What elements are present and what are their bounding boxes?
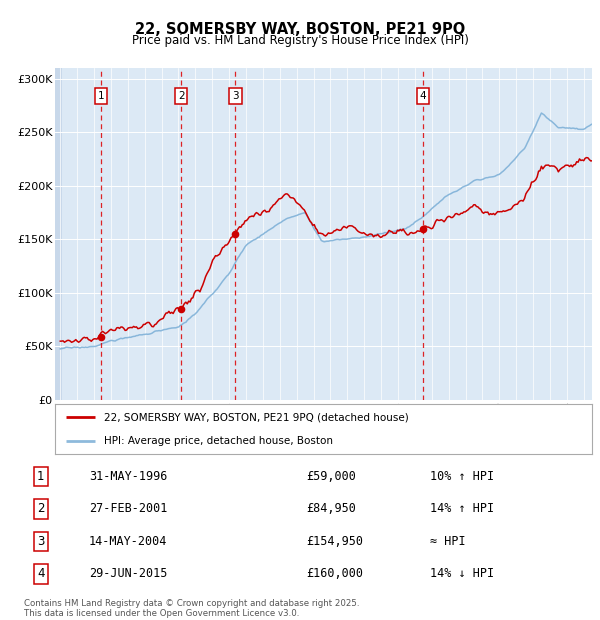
Text: £59,000: £59,000 bbox=[306, 470, 356, 483]
Text: 31-MAY-1996: 31-MAY-1996 bbox=[89, 470, 167, 483]
Text: 14% ↑ HPI: 14% ↑ HPI bbox=[430, 502, 494, 515]
Text: 10% ↑ HPI: 10% ↑ HPI bbox=[430, 470, 494, 483]
Text: 14-MAY-2004: 14-MAY-2004 bbox=[89, 535, 167, 548]
Text: 22, SOMERSBY WAY, BOSTON, PE21 9PQ: 22, SOMERSBY WAY, BOSTON, PE21 9PQ bbox=[135, 22, 465, 37]
Text: 2: 2 bbox=[178, 91, 184, 102]
Text: £154,950: £154,950 bbox=[306, 535, 363, 548]
Text: 3: 3 bbox=[232, 91, 239, 102]
Text: 1: 1 bbox=[98, 91, 104, 102]
Text: Price paid vs. HM Land Registry's House Price Index (HPI): Price paid vs. HM Land Registry's House … bbox=[131, 34, 469, 47]
Text: 3: 3 bbox=[37, 535, 44, 548]
Text: 4: 4 bbox=[37, 567, 44, 580]
Text: £160,000: £160,000 bbox=[306, 567, 363, 580]
Bar bbox=[55, 68, 62, 400]
Text: ≈ HPI: ≈ HPI bbox=[430, 535, 466, 548]
Text: 29-JUN-2015: 29-JUN-2015 bbox=[89, 567, 167, 580]
Text: Contains HM Land Registry data © Crown copyright and database right 2025.
This d: Contains HM Land Registry data © Crown c… bbox=[24, 599, 359, 618]
Text: 27-FEB-2001: 27-FEB-2001 bbox=[89, 502, 167, 515]
Text: 1: 1 bbox=[37, 470, 44, 483]
Text: HPI: Average price, detached house, Boston: HPI: Average price, detached house, Bost… bbox=[104, 436, 332, 446]
Text: 2: 2 bbox=[37, 502, 44, 515]
Text: 22, SOMERSBY WAY, BOSTON, PE21 9PQ (detached house): 22, SOMERSBY WAY, BOSTON, PE21 9PQ (deta… bbox=[104, 412, 408, 422]
Text: 4: 4 bbox=[420, 91, 427, 102]
Text: 14% ↓ HPI: 14% ↓ HPI bbox=[430, 567, 494, 580]
Text: £84,950: £84,950 bbox=[306, 502, 356, 515]
